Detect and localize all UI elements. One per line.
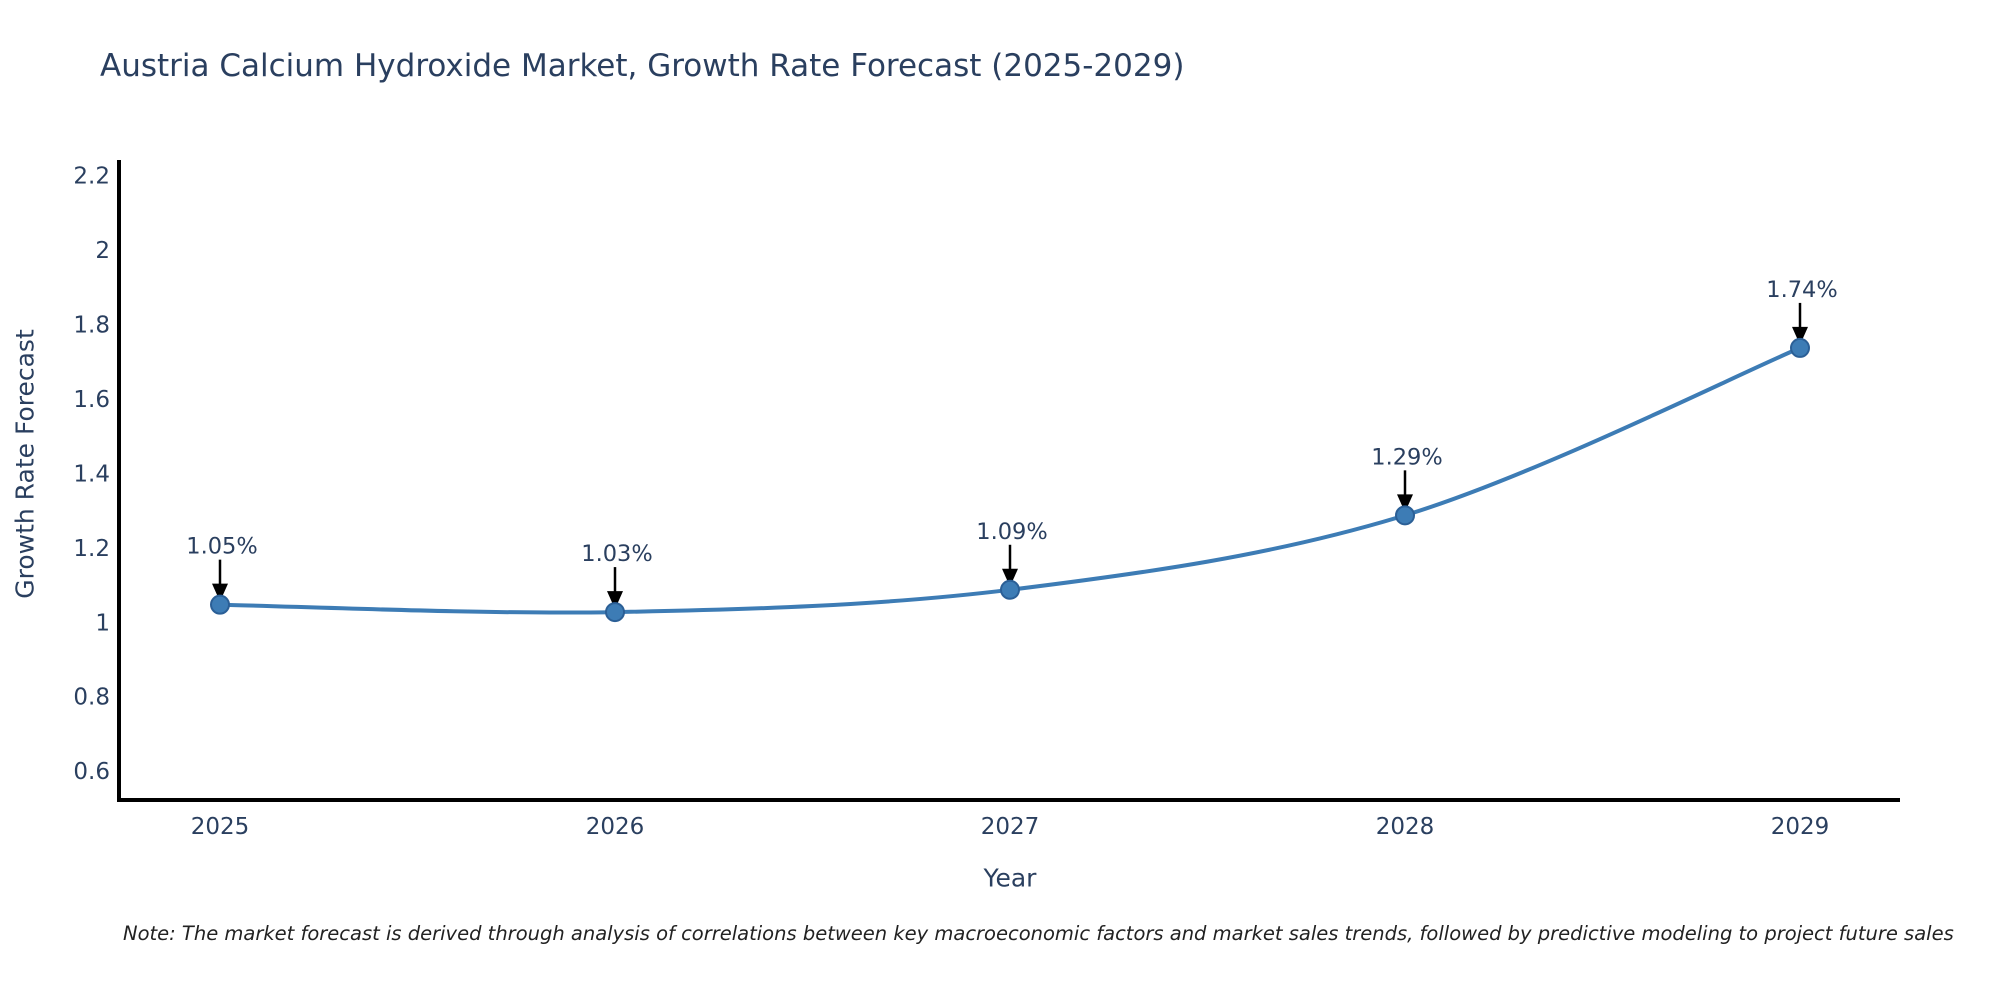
data-point-2029[interactable] <box>1790 337 1810 358</box>
annotation-arrowhead-icon <box>1792 326 1808 345</box>
x-tick-label-2026: 2026 <box>586 814 645 840</box>
x-tick-label-2028: 2028 <box>1376 814 1435 840</box>
x-tick-label-2025: 2025 <box>191 814 250 840</box>
annotation-label-2027: 1.09% <box>976 519 1047 545</box>
annotation-arrowhead-icon <box>1397 494 1413 513</box>
annotation-label-2029: 1.74% <box>1766 277 1837 303</box>
y-tick-label-2: 2 <box>95 238 110 264</box>
footnote: Note: The market forecast is derived thr… <box>123 922 1954 945</box>
annotation-arrowhead-icon <box>212 583 228 602</box>
x-tick-label-2029: 2029 <box>1771 814 1830 840</box>
y-axis-title: Growth Rate Forecast <box>10 329 40 599</box>
x-axis-title: Year <box>983 863 1037 893</box>
y-tick-label-0.6: 0.6 <box>73 759 110 785</box>
annotation-label-2028: 1.29% <box>1371 444 1442 470</box>
annotation-label-2026: 1.03% <box>581 541 652 567</box>
y-tick-label-1: 1 <box>95 610 110 636</box>
data-point-2026[interactable] <box>605 602 625 623</box>
x-tick-label-2027: 2027 <box>981 814 1040 840</box>
y-tick-label-2.2: 2.2 <box>73 164 110 190</box>
annotation-arrowhead-icon <box>607 591 623 610</box>
y-tick-label-1.8: 1.8 <box>73 313 110 339</box>
y-tick-label-0.8: 0.8 <box>73 685 110 711</box>
annotation-label-2025: 1.05% <box>186 534 257 560</box>
data-point-2027[interactable] <box>1000 579 1020 600</box>
chart-title: Austria Calcium Hydroxide Market, Growth… <box>100 48 1185 84</box>
annotation-arrowhead-icon <box>1002 568 1018 587</box>
y-tick-label-1.2: 1.2 <box>73 536 110 562</box>
y-tick-label-1.4: 1.4 <box>73 461 110 487</box>
data-point-2025[interactable] <box>210 594 230 615</box>
y-tick-label-1.6: 1.6 <box>73 387 110 413</box>
data-point-2028[interactable] <box>1395 505 1415 526</box>
